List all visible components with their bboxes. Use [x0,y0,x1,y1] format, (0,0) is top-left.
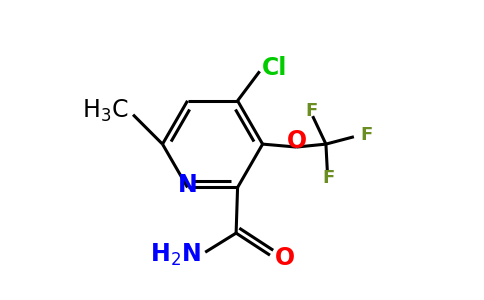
Text: O: O [287,129,307,153]
Text: Cl: Cl [262,56,287,80]
Text: H$_3$C: H$_3$C [82,98,129,124]
Text: H$_2$N: H$_2$N [150,242,201,268]
Text: F: F [323,169,335,187]
Text: N: N [178,173,197,197]
Text: F: F [305,102,318,120]
Text: O: O [275,246,295,270]
Text: F: F [361,126,373,144]
